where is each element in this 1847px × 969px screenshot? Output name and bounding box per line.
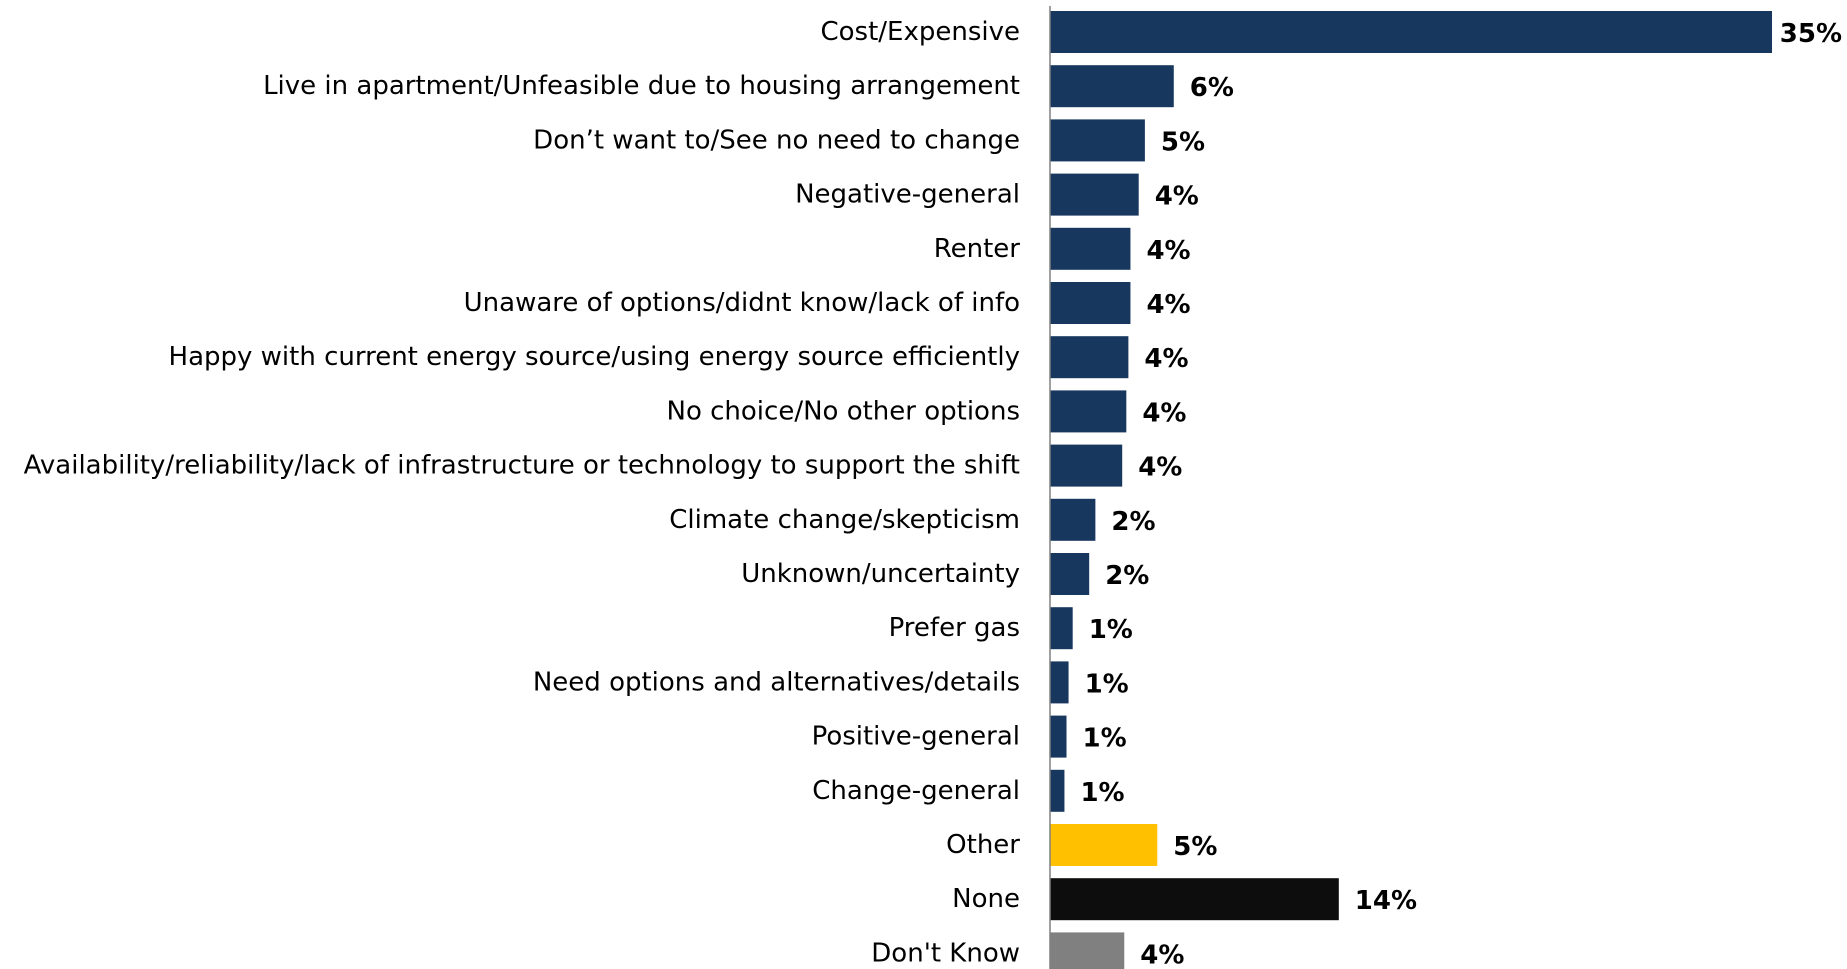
category-label: Change-general [812,776,1020,806]
bars-group [1050,11,1772,969]
category-label: Need options and alternatives/details [533,667,1020,697]
bar-9 [1050,498,1096,541]
category-label: No choice/No other options [667,396,1021,426]
value-label: 35% [1780,19,1842,49]
category-label: None [952,884,1020,914]
bar-11 [1050,607,1073,650]
value-label: 4% [1138,453,1182,483]
value-label: 5% [1161,127,1205,157]
bar-1 [1050,65,1174,108]
category-label: Renter [934,234,1021,264]
value-label: 2% [1105,561,1149,591]
value-label: 1% [1085,669,1129,699]
bar-8 [1050,444,1123,487]
category-label: Availability/reliability/lack of infrast… [24,451,1020,481]
bar-12 [1050,661,1069,704]
category-label: Negative-general [795,180,1020,210]
bar-17 [1050,932,1125,969]
category-label: Don’t want to/See no need to change [533,125,1020,155]
value-label: 1% [1080,778,1124,808]
value-label: 6% [1190,73,1234,103]
bar-0 [1050,11,1772,53]
category-label: Cost/Expensive [820,17,1020,47]
category-label: Unknown/uncertainty [741,559,1020,589]
value-label: 2% [1111,507,1155,537]
value-label: 4% [1146,236,1190,266]
value-label: 5% [1173,832,1217,862]
category-label: Happy with current energy source/using e… [169,342,1020,372]
value-label: 4% [1140,940,1184,969]
category-label: Other [946,830,1020,860]
category-label: Don't Know [871,938,1020,968]
bar-6 [1050,336,1129,379]
bar-16 [1050,878,1339,921]
category-label: Live in apartment/Unfeasible due to hous… [263,71,1020,101]
bar-7 [1050,390,1127,433]
category-label: Climate change/skepticism [669,505,1020,535]
value-labels-group: 35% 6% 5% 4% 4% 4% 4% 4% 4% 2% 2% 1% 1% 1% 1% 5% 14% 4% [1080,19,1842,969]
category-label: Positive-general [812,722,1020,752]
category-label: Unaware of options/didnt know/lack of in… [464,288,1020,318]
bar-4 [1050,227,1131,270]
value-label: 4% [1144,344,1188,374]
bar-14 [1050,769,1065,812]
bar-2 [1050,119,1145,162]
category-label: Prefer gas [889,613,1020,643]
value-label: 14% [1355,886,1417,916]
value-label: 1% [1083,724,1127,754]
bar-5 [1050,282,1131,324]
value-label: 1% [1089,615,1133,645]
value-label: 4% [1146,290,1190,320]
bar-13 [1050,715,1067,758]
bar-15 [1050,824,1158,866]
bar-10 [1050,553,1090,595]
value-label: 4% [1155,182,1199,212]
bar-3 [1050,173,1139,216]
value-label: 4% [1142,398,1186,428]
category-labels-group: Cost/Expensive Live in apartment/Unfeasib… [24,17,1021,968]
